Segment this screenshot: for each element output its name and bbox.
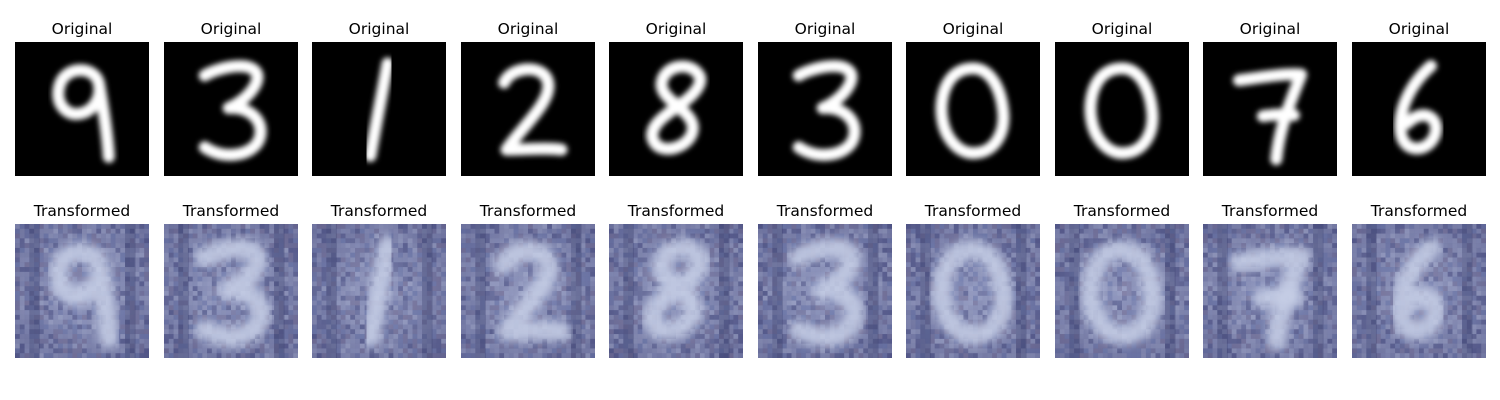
nine-digit-image bbox=[15, 42, 149, 176]
panel-title: Original bbox=[748, 19, 902, 39]
panel-title: Transformed bbox=[599, 201, 753, 221]
panel-title: Original bbox=[1342, 19, 1496, 39]
eight-digit-image bbox=[609, 224, 743, 358]
panel-title: Transformed bbox=[5, 201, 159, 221]
panel-title: Transformed bbox=[302, 201, 456, 221]
three-digit-image bbox=[758, 224, 892, 358]
seven-digit-image bbox=[1203, 42, 1337, 176]
zero-digit-image bbox=[1055, 224, 1189, 358]
panel-title: Transformed bbox=[1045, 201, 1199, 221]
three-digit-image bbox=[164, 224, 298, 358]
six-digit-image bbox=[1352, 224, 1486, 358]
one-digit-image bbox=[312, 42, 446, 176]
image-background bbox=[1203, 42, 1337, 176]
panel-title: Original bbox=[896, 19, 1050, 39]
panel-title: Transformed bbox=[896, 201, 1050, 221]
zero-digit-image bbox=[906, 42, 1040, 176]
zero-digit-image bbox=[906, 224, 1040, 358]
eight-digit-image bbox=[609, 42, 743, 176]
two-digit-image bbox=[461, 224, 595, 358]
panel-title: Original bbox=[1193, 19, 1347, 39]
one-digit-image bbox=[312, 224, 446, 358]
two-digit-image bbox=[461, 42, 595, 176]
six-digit-image bbox=[1352, 42, 1486, 176]
panel-title: Original bbox=[5, 19, 159, 39]
panel-title: Original bbox=[302, 19, 456, 39]
panel-title: Transformed bbox=[451, 201, 605, 221]
panel-title: Transformed bbox=[748, 201, 902, 221]
panel-title: Transformed bbox=[1342, 201, 1496, 221]
image-background bbox=[1352, 42, 1486, 176]
three-digit-image bbox=[758, 42, 892, 176]
three-digit-image bbox=[164, 42, 298, 176]
panel-title: Transformed bbox=[154, 201, 308, 221]
panel-title: Original bbox=[1045, 19, 1199, 39]
panel-title: Original bbox=[154, 19, 308, 39]
image-background bbox=[461, 42, 595, 176]
panel-title: Original bbox=[451, 19, 605, 39]
panel-title: Transformed bbox=[1193, 201, 1347, 221]
seven-digit-image bbox=[1203, 224, 1337, 358]
nine-digit-image bbox=[15, 224, 149, 358]
panel-title: Original bbox=[599, 19, 753, 39]
zero-digit-image bbox=[1055, 42, 1189, 176]
